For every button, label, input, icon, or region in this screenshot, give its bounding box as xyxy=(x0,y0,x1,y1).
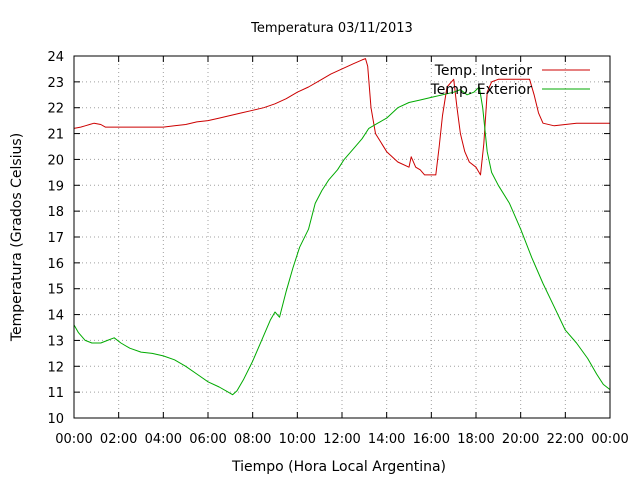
axis-ticks xyxy=(73,55,611,419)
y-tick-label: 15 xyxy=(47,283,64,298)
series-lines xyxy=(73,58,611,396)
y-tick-label: 22 xyxy=(47,102,64,117)
x-tick-labels: 00:00 02:00 04:00 06:00 08:00 10:00 12:00 14:00… xyxy=(55,432,628,447)
y-tick-labels: 10 11 12 13 14 15 16 17 18 19 20 21 22 23 24 xyxy=(47,50,64,427)
y-tick-label: 16 xyxy=(47,257,64,272)
y-tick-label: 17 xyxy=(47,231,64,246)
y-tick-label: 23 xyxy=(47,76,64,91)
x-tick-label: 20:00 xyxy=(502,432,539,447)
y-tick-label: 19 xyxy=(47,179,64,194)
x-tick-label: 22:00 xyxy=(547,432,584,447)
legend-label-exterior: Temp. Exterior xyxy=(430,82,533,98)
y-tick-label: 20 xyxy=(47,153,64,168)
y-tick-label: 21 xyxy=(47,128,64,143)
x-axis-title: Tiempo (Hora Local Argentina) xyxy=(231,459,446,475)
y-tick-label: 18 xyxy=(47,205,64,220)
legend-label-interior: Temp. Interior xyxy=(434,63,533,79)
y-tick-label: 14 xyxy=(47,309,64,324)
y-tick-label: 12 xyxy=(47,360,64,375)
x-tick-label: 16:00 xyxy=(413,432,450,447)
x-tick-label: 18:00 xyxy=(457,432,494,447)
x-tick-label: 10:00 xyxy=(279,432,316,447)
y-tick-label: 24 xyxy=(47,50,64,65)
y-tick-label: 11 xyxy=(47,386,64,401)
x-tick-label: 00:00 xyxy=(591,432,628,447)
series-line-interior xyxy=(73,58,610,176)
x-tick-label: 06:00 xyxy=(189,432,226,447)
y-tick-label: 10 xyxy=(47,412,64,427)
y-tick-label: 13 xyxy=(47,334,64,349)
x-tick-label: 12:00 xyxy=(323,432,360,447)
x-tick-label: 00:00 xyxy=(55,432,92,447)
x-tick-label: 04:00 xyxy=(145,432,182,447)
chart-title: Temperatura 03/11/2013 xyxy=(250,21,413,36)
series-line-exterior xyxy=(73,86,611,396)
legend: Temp. Interior Temp. Exterior xyxy=(430,63,590,98)
x-tick-label: 14:00 xyxy=(368,432,405,447)
x-tick-label: 02:00 xyxy=(100,432,137,447)
x-tick-label: 08:00 xyxy=(234,432,271,447)
grid xyxy=(74,56,610,418)
y-axis-title: Temperatura (Grados Celsius) xyxy=(9,133,25,342)
